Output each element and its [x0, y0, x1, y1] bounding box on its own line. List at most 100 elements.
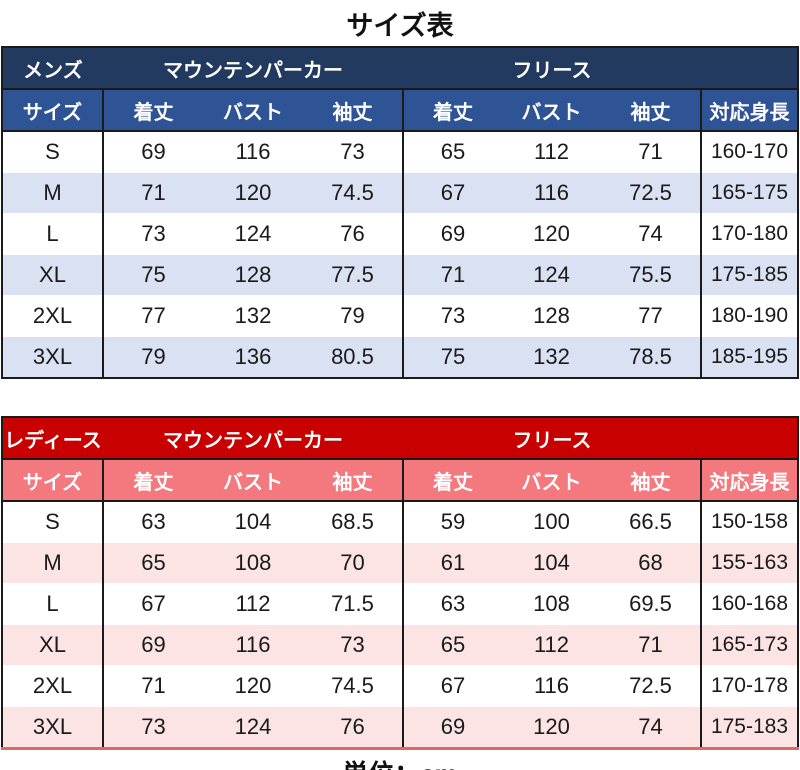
value-cell: 108 [501, 583, 601, 625]
value-cell: 77 [600, 295, 703, 337]
value-cell: 108 [202, 542, 303, 584]
value-cell: 67 [402, 172, 502, 214]
size-cell: 2XL [1, 665, 104, 707]
ladies-audience-label: レディース [1, 417, 103, 460]
value-cell: 76 [302, 706, 404, 749]
value-cell: 116 [202, 624, 303, 666]
mens-product-header-spacer [701, 47, 798, 90]
table-row: S 63 104 68.5 59 100 66.5 150-158 [1, 500, 798, 543]
value-cell: 74 [600, 706, 703, 749]
value-cell: 104 [202, 500, 303, 543]
value-cell: 71 [402, 254, 502, 296]
size-cell: 3XL [1, 706, 104, 749]
value-cell: 65 [402, 130, 502, 173]
value-cell: 120 [501, 213, 601, 255]
size-cell: 3XL [1, 336, 104, 378]
value-cell: 77 [102, 295, 203, 337]
height-range-cell: 170-180 [701, 213, 798, 255]
col-header-height: 対応身長 [701, 89, 798, 132]
unit-note: 単位：cm [0, 750, 800, 770]
col-header-sleeve: 袖丈 [600, 459, 703, 502]
mens-column-header-row: サイズ 着丈 バスト 袖丈 着丈 バスト 袖丈 対応身長 [1, 89, 798, 132]
value-cell: 128 [501, 295, 601, 337]
col-header-size: サイズ [1, 459, 104, 502]
size-cell: M [1, 542, 104, 584]
value-cell: 120 [501, 706, 601, 749]
value-cell: 128 [202, 254, 303, 296]
value-cell: 104 [501, 542, 601, 584]
value-cell: 76 [302, 213, 404, 255]
ladies-product-header-fleece: フリース [402, 417, 701, 460]
height-range-cell: 170-178 [701, 665, 798, 707]
value-cell: 124 [202, 213, 303, 255]
mens-audience-label: メンズ [1, 47, 103, 90]
value-cell: 73 [102, 213, 203, 255]
height-range-cell: 175-183 [701, 706, 798, 749]
value-cell: 67 [102, 583, 203, 625]
height-range-cell: 175-185 [701, 254, 798, 296]
value-cell: 132 [202, 295, 303, 337]
col-header-length: 着丈 [402, 89, 502, 132]
value-cell: 71 [600, 130, 703, 173]
mens-product-header-row: メンズ マウンテンパーカー フリース [1, 47, 798, 90]
height-range-cell: 180-190 [701, 295, 798, 337]
table-row: XL 69 116 73 65 112 71 165-173 [1, 624, 798, 666]
value-cell: 80.5 [302, 336, 404, 378]
value-cell: 75 [402, 336, 502, 378]
value-cell: 74.5 [302, 172, 404, 214]
mens-size-table: メンズ マウンテンパーカー フリース サイズ 着丈 バスト 袖丈 着丈 バスト … [0, 46, 799, 379]
col-header-bust: バスト [501, 459, 601, 502]
size-cell: XL [1, 254, 104, 296]
value-cell: 124 [501, 254, 601, 296]
value-cell: 112 [501, 130, 601, 173]
value-cell: 59 [402, 500, 502, 543]
value-cell: 68 [600, 542, 703, 584]
size-cell: L [1, 213, 104, 255]
table-row: L 67 112 71.5 63 108 69.5 160-168 [1, 583, 798, 625]
value-cell: 61 [402, 542, 502, 584]
value-cell: 69 [402, 706, 502, 749]
value-cell: 116 [501, 172, 601, 214]
col-header-length: 着丈 [102, 459, 203, 502]
ladies-column-header-row: サイズ 着丈 バスト 袖丈 着丈 バスト 袖丈 対応身長 [1, 459, 798, 502]
value-cell: 124 [202, 706, 303, 749]
table-row: XL 75 128 77.5 71 124 75.5 175-185 [1, 254, 798, 296]
table-row: 2XL 71 120 74.5 67 116 72.5 170-178 [1, 665, 798, 707]
value-cell: 77.5 [302, 254, 404, 296]
value-cell: 116 [501, 665, 601, 707]
value-cell: 65 [102, 542, 203, 584]
value-cell: 79 [102, 336, 203, 378]
table-row: 3XL 73 124 76 69 120 74 175-183 [1, 706, 798, 749]
value-cell: 63 [102, 500, 203, 543]
ladies-product-header-parka: マウンテンパーカー [102, 417, 403, 460]
value-cell: 73 [402, 295, 502, 337]
value-cell: 75.5 [600, 254, 703, 296]
size-cell: XL [1, 624, 104, 666]
ladies-product-header-row: レディース マウンテンパーカー フリース [1, 417, 798, 460]
table-row: M 71 120 74.5 67 116 72.5 165-175 [1, 172, 798, 214]
col-header-sleeve: 袖丈 [302, 89, 404, 132]
mens-product-header-parka: マウンテンパーカー [102, 47, 403, 90]
value-cell: 69 [102, 624, 203, 666]
table-row: S 69 116 73 65 112 71 160-170 [1, 130, 798, 173]
value-cell: 66.5 [600, 500, 703, 543]
value-cell: 74 [600, 213, 703, 255]
value-cell: 65 [402, 624, 502, 666]
value-cell: 136 [202, 336, 303, 378]
table-row: 3XL 79 136 80.5 75 132 78.5 185-195 [1, 336, 798, 378]
value-cell: 116 [202, 130, 303, 173]
col-header-bust: バスト [501, 89, 601, 132]
col-header-bust: バスト [202, 89, 303, 132]
value-cell: 120 [202, 665, 303, 707]
value-cell: 74.5 [302, 665, 404, 707]
table-row: M 65 108 70 61 104 68 155-163 [1, 542, 798, 584]
value-cell: 120 [202, 172, 303, 214]
value-cell: 69.5 [600, 583, 703, 625]
col-header-bust: バスト [202, 459, 303, 502]
col-header-height: 対応身長 [701, 459, 798, 502]
value-cell: 72.5 [600, 665, 703, 707]
value-cell: 69 [102, 130, 203, 173]
height-range-cell: 185-195 [701, 336, 798, 378]
size-cell: S [1, 500, 104, 543]
col-header-length: 着丈 [402, 459, 502, 502]
